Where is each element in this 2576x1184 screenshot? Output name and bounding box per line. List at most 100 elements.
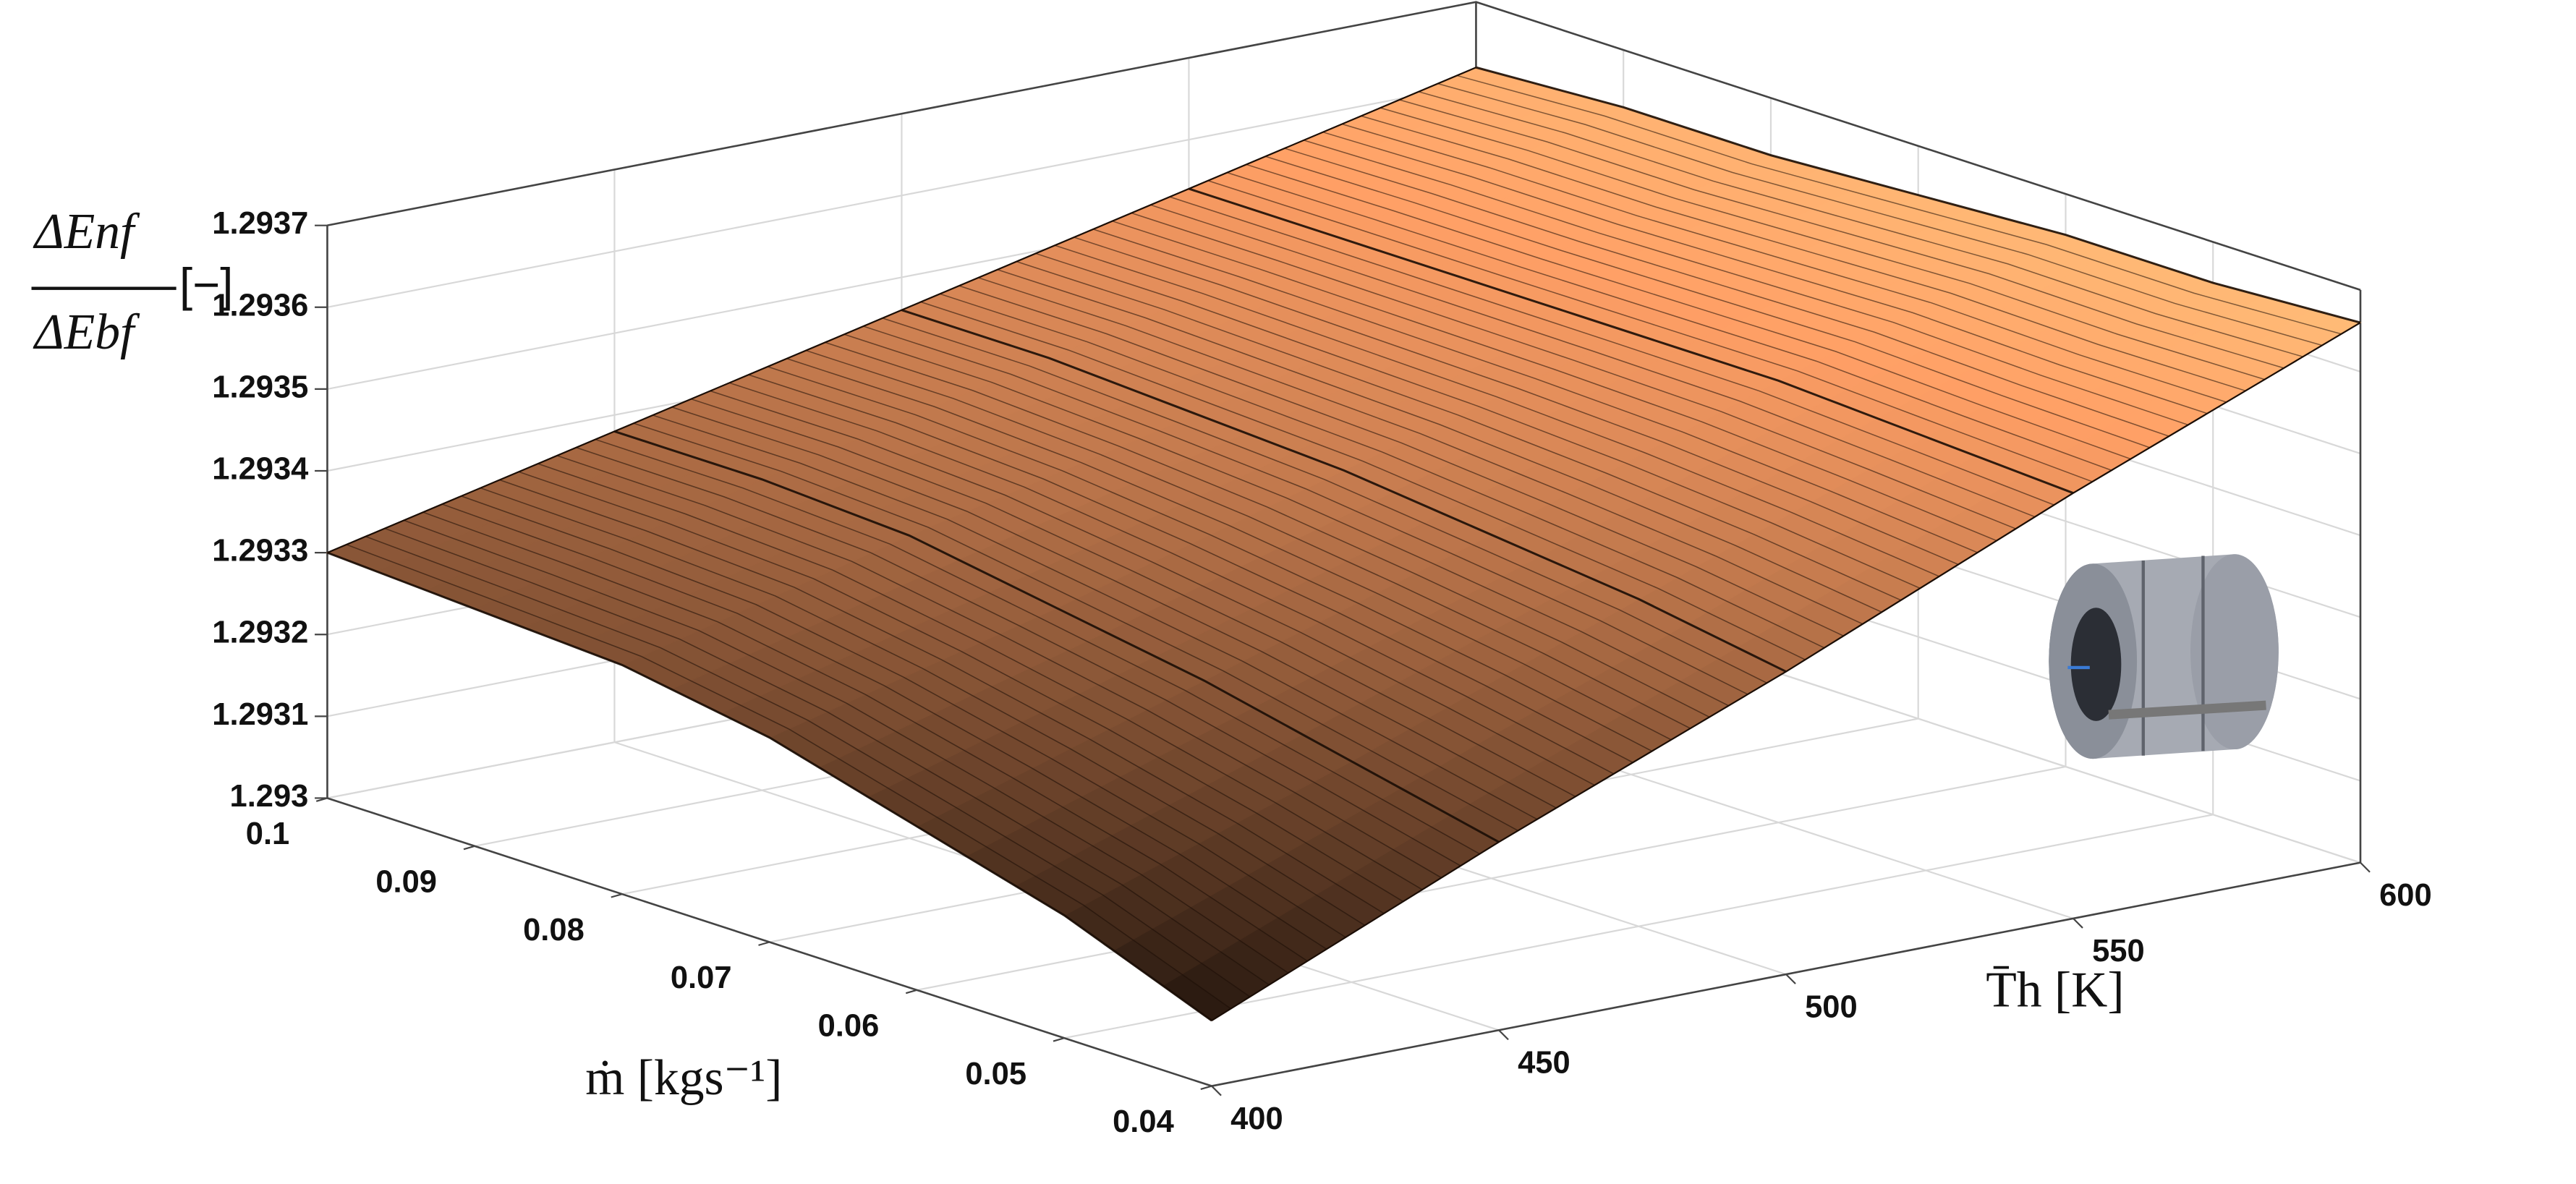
y-tick-label: 600: [2379, 878, 2432, 913]
y-tick: [2360, 861, 2371, 873]
surface-mesh-line: [1112, 220, 1997, 542]
part-bore: [2070, 608, 2122, 721]
grid-line: [1064, 242, 2214, 1039]
z-label-denominator: ΔEbf: [33, 304, 140, 360]
surface-edge: [327, 67, 1476, 554]
surface-mesh-line: [1399, 99, 2284, 369]
part-slot: [2108, 700, 2266, 720]
surface-grid-line: [613, 430, 1500, 843]
inset-part-image: [2049, 554, 2279, 759]
y-tick-label: 550: [2092, 934, 2145, 968]
x-tick: [1200, 1085, 1212, 1090]
z-label-numerator: ΔEnf: [33, 204, 140, 260]
x-tick: [611, 893, 623, 898]
surface-mesh-line: [1304, 140, 2189, 426]
x-tick: [463, 845, 475, 851]
y-tick-label: 500: [1805, 989, 1858, 1024]
surface-grid-line: [901, 309, 1787, 673]
surface-mesh-line: [863, 325, 1748, 695]
z-tick-label: 1.293: [230, 779, 309, 814]
surface-mesh-line: [920, 301, 1806, 660]
surface-mesh-line: [671, 406, 1557, 809]
z-label-unit: [−]: [179, 258, 233, 311]
x-tick-label: 0.04: [1113, 1104, 1174, 1139]
x-tick-label: 0.08: [523, 913, 585, 947]
surface-mesh-line: [1092, 229, 1978, 553]
surface-mesh-line: [691, 398, 1576, 798]
part-back: [2190, 554, 2279, 750]
surface-mesh-line: [1246, 163, 2131, 460]
surface-mesh-line: [805, 349, 1691, 729]
surface-grid-line: [1188, 187, 2074, 495]
surface-grid-line: [1476, 66, 2361, 324]
surface-mesh-line: [1150, 204, 2036, 518]
x-tick-label: 0.09: [375, 865, 437, 900]
surface-mesh-line: [940, 293, 1825, 649]
surface-mesh-line: [480, 487, 1366, 927]
x-tick: [1053, 1037, 1065, 1042]
surface-mesh-line: [595, 438, 1480, 855]
x-tick: [758, 941, 770, 946]
surface-mesh-line: [1418, 91, 2303, 357]
surface-mesh-line: [422, 511, 1308, 962]
surface-mesh-line: [1341, 123, 2227, 403]
surface-mesh-line: [442, 503, 1327, 950]
surface-mesh-line: [576, 447, 1461, 866]
surface-mesh-line: [1437, 82, 2323, 346]
surface-mesh-line: [843, 333, 1729, 707]
surface-mesh-line: [1284, 148, 2169, 437]
y-tick: [1211, 1085, 1222, 1096]
surface-mesh-line: [1207, 180, 2093, 482]
x-tick-label: 0.05: [965, 1057, 1026, 1091]
surface-mesh-line: [633, 422, 1518, 832]
y-label: T̄h [K]: [1986, 962, 2124, 1018]
surface-mesh-line: [556, 455, 1442, 879]
axis-labels: ΔEnf ΔEbf [−] ṁ [kgs⁻¹] T̄h [K]: [31, 204, 2125, 1106]
y-tick-label: 450: [1518, 1046, 1570, 1081]
z-tick-label: 1.2937: [212, 206, 308, 241]
surface-mesh-line: [537, 463, 1423, 890]
x-tick: [315, 797, 328, 802]
surface-mesh-line: [710, 390, 1595, 786]
surface-mesh-line: [1131, 212, 2016, 529]
x-tick-label: 0.07: [671, 961, 732, 995]
surface-mesh-line: [365, 536, 1251, 997]
surface-mesh-line: [1227, 171, 2112, 471]
surface-grid-line: [326, 551, 1212, 1022]
surface-mesh-line: [461, 495, 1346, 938]
x-tick: [905, 989, 917, 995]
surface-mesh-line: [882, 318, 1767, 683]
surface: [326, 66, 2362, 1022]
surface-mesh-line: [1169, 196, 2054, 506]
z-tick-label: 1.2931: [212, 697, 308, 732]
surface-mesh-line: [518, 471, 1404, 903]
surface-mesh-line: [1361, 115, 2246, 392]
surface-mesh-line: [404, 519, 1289, 974]
y-tick-label: 400: [1230, 1102, 1283, 1136]
surface-mesh-line: [384, 527, 1270, 986]
surface-mesh-line: [978, 277, 1863, 625]
surface-mesh-line: [767, 366, 1653, 752]
surface-edge: [1211, 322, 2361, 1021]
surface-mesh-line: [1035, 252, 1921, 589]
surface-mesh-line: [1380, 107, 2265, 380]
z-tick-label: 1.2932: [212, 616, 308, 650]
x-label: ṁ [kgs⁻¹]: [585, 1050, 782, 1106]
z-tick-label: 1.2933: [212, 534, 308, 568]
y-tick: [1498, 1029, 1509, 1041]
surface-mesh-line: [958, 285, 1844, 636]
surface-mesh-line: [1074, 237, 1959, 566]
z-tick-label: 1.2935: [212, 370, 308, 404]
surface-mesh-line: [825, 341, 1710, 718]
surface-mesh-line: [748, 374, 1633, 763]
surface-mesh-line: [1456, 74, 2342, 335]
y-tick: [1785, 974, 1796, 984]
surface-mesh-line: [786, 358, 1672, 741]
z-tick-label: 1.2936: [212, 288, 308, 323]
surface-mesh-line: [652, 414, 1538, 820]
surface-mesh-line: [1265, 156, 2151, 448]
x-tick-label: 0.1: [246, 817, 289, 851]
surface-mesh-line: [1016, 260, 1902, 601]
surface-mesh-line: [1054, 244, 1940, 577]
